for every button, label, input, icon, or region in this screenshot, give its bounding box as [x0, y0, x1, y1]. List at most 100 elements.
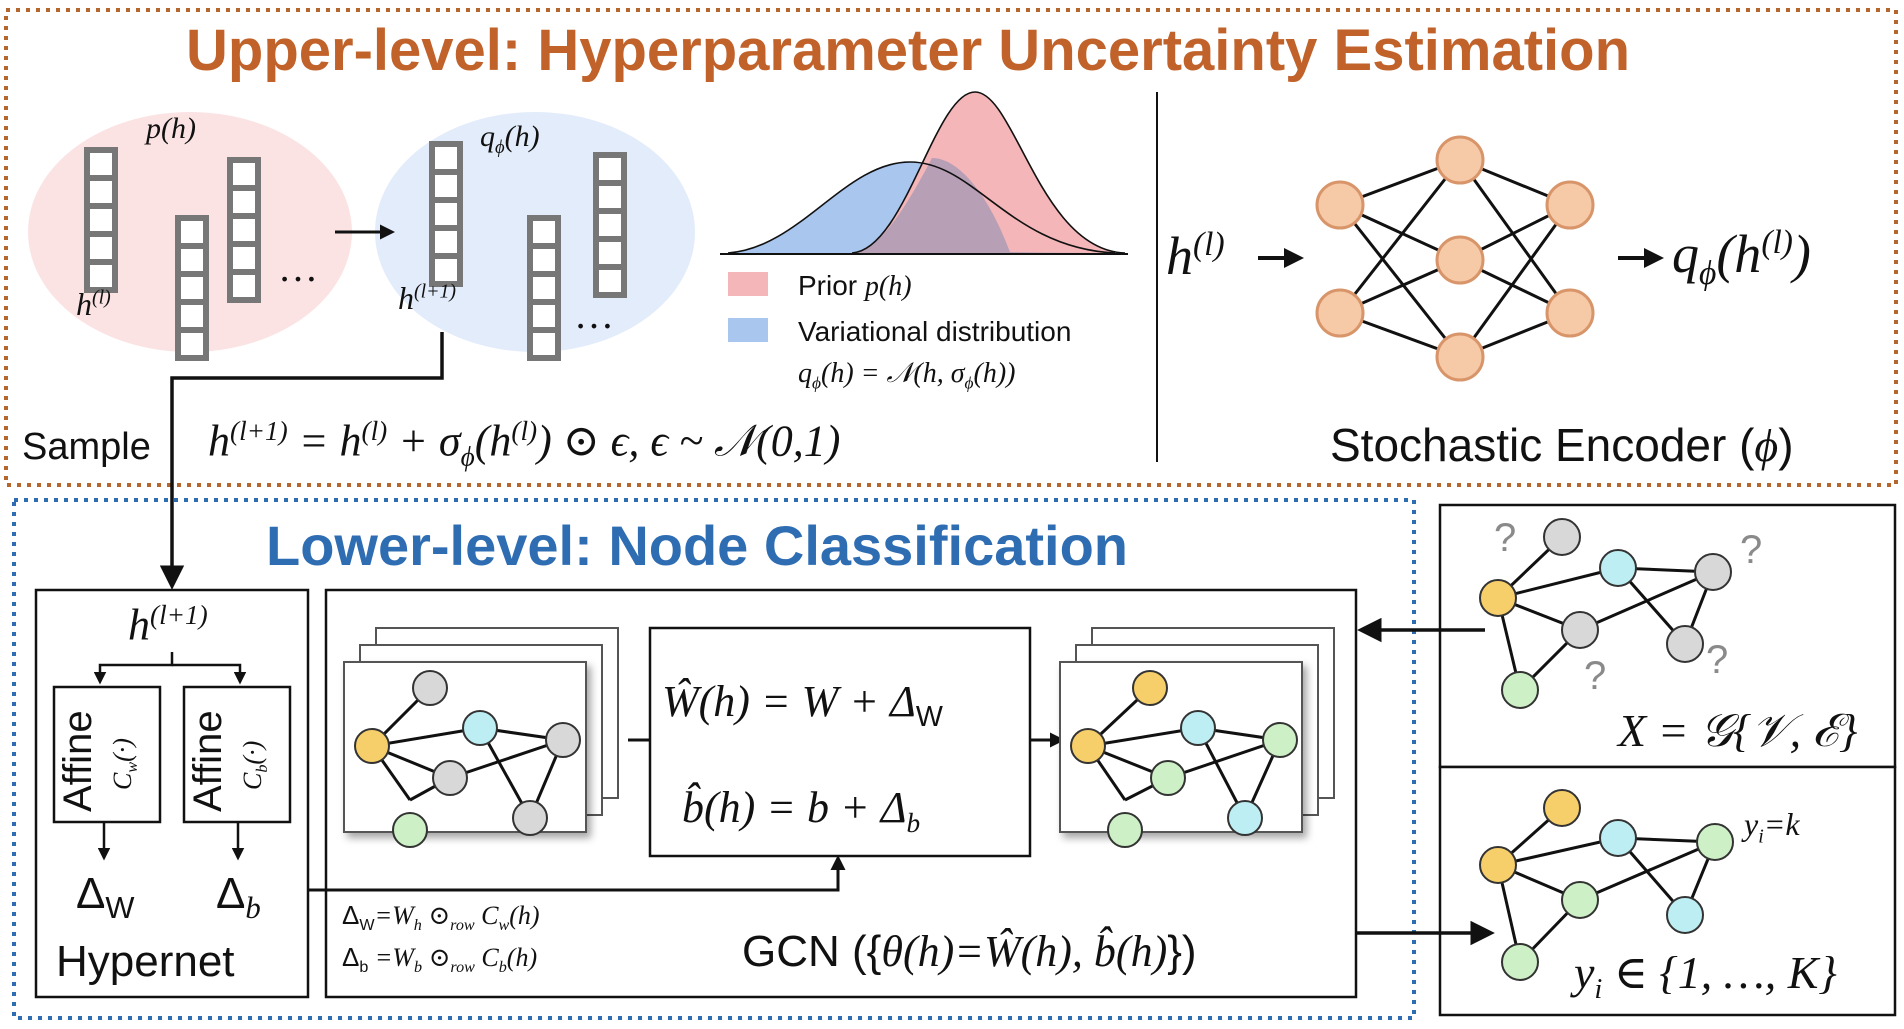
graph-node	[1262, 722, 1298, 758]
graph-node	[1561, 881, 1599, 919]
graph-node	[1132, 670, 1168, 706]
prior-label: p(h)	[146, 112, 196, 145]
graph-node	[462, 710, 498, 746]
prior-ellipsis: …	[278, 245, 318, 290]
prior-vectors	[84, 147, 261, 361]
graph-node	[1543, 789, 1581, 827]
hypernet-input-label: h(l+1)	[128, 600, 208, 650]
formula-b: b̂(h) = b + Δb	[682, 783, 921, 838]
h-l-label: h(l)	[76, 286, 111, 322]
hypernet-label: Hypernet	[56, 937, 235, 986]
affine-w-box	[52, 685, 162, 824]
neuron	[1545, 180, 1595, 230]
neuron	[1315, 288, 1365, 338]
upper-level-title: Upper-level: Hyperparameter Uncertainty …	[186, 18, 1630, 83]
distribution-plot	[720, 91, 1128, 342]
affine-w-label: Affine	[56, 710, 100, 812]
hypernet-split-line	[93, 652, 174, 685]
lower-level-border	[12, 498, 1416, 1020]
stochastic-encoder-label: Stochastic Encoder (ϕ)	[1330, 419, 1794, 471]
vector-prior-3	[175, 215, 209, 361]
delta-to-formula-arrow	[308, 855, 846, 892]
gcn-label: GCN ({θ(h)=Ŵ(h), b̂(h)})	[742, 927, 1197, 976]
graph-node	[1599, 819, 1637, 857]
affine-w-sub: Cw(·)	[108, 738, 142, 790]
legend-prior-swatch	[728, 272, 768, 296]
encoder-output-label: qϕ(h(l))	[1672, 224, 1811, 292]
question-mark: ?	[1706, 638, 1729, 682]
vector-var-2	[593, 152, 627, 298]
hypernet-split-line-b	[172, 663, 247, 685]
encoder-input-label: h(l)	[1166, 226, 1225, 286]
neuron	[1545, 288, 1595, 338]
delta-b-label: Δb	[216, 869, 261, 925]
neuron	[1435, 332, 1485, 382]
affine-b-sub: Cb(·)	[238, 740, 272, 790]
neuron	[1315, 180, 1365, 230]
graph-node	[1150, 760, 1186, 796]
graph-node	[1561, 611, 1599, 649]
output-node-label: yi=k	[1744, 806, 1800, 848]
neuron	[1435, 235, 1485, 285]
sample-formula: h(l+1) = h(l) + σϕ(h(l)) ⊙ ϵ, ϵ ~ 𝒩(0,1)	[208, 416, 841, 472]
question-mark: ?	[1584, 654, 1607, 698]
graph-node	[1501, 943, 1539, 981]
graph-node	[1696, 823, 1734, 861]
sample-arrow	[159, 332, 444, 590]
delta-w-definition: ΔW=Wh ⊙row Cw(h)	[342, 900, 540, 935]
sample-label: Sample	[22, 426, 151, 468]
delta-w-label: ΔW	[76, 869, 135, 925]
formula-box	[648, 626, 1032, 858]
question-mark: ?	[1740, 528, 1763, 572]
variational-ellipsis: …	[574, 292, 614, 337]
legend-variational-swatch	[728, 318, 768, 342]
graph-node	[392, 812, 428, 848]
vector-var-3	[527, 215, 561, 361]
legend-formula: qϕ(h) = 𝒩(h, σϕ(h))	[798, 358, 1016, 393]
graph-node	[1479, 846, 1517, 884]
upper-level-border	[4, 8, 1898, 487]
input-graph-stack	[343, 627, 619, 848]
vector-h-l	[84, 147, 118, 293]
encoder-neurons	[1315, 135, 1595, 382]
affine-b-box	[182, 685, 292, 824]
graph-node	[1694, 553, 1732, 591]
graph-node	[1666, 896, 1704, 934]
question-mark: ?	[1494, 516, 1517, 560]
graph-node	[354, 728, 390, 764]
graph-node	[412, 670, 448, 706]
graph-node	[545, 722, 581, 758]
labeled-graph	[1479, 789, 1734, 981]
graph-node	[1479, 579, 1517, 617]
graph-node	[1543, 518, 1581, 556]
formula-w: Ŵ(h) = W + ΔW	[662, 677, 943, 733]
legend-variational-text: Variational distribution	[798, 316, 1072, 347]
graph-node	[512, 800, 548, 836]
vector-h-l1	[429, 141, 463, 287]
graph-node	[1501, 671, 1539, 709]
variational-label: qϕ(h)	[480, 120, 540, 158]
graph-node	[1107, 812, 1143, 848]
variational-vectors	[429, 141, 627, 361]
graph-node	[1070, 728, 1106, 764]
h-l1-label: h(l+1)	[398, 280, 457, 316]
output-graph-label: yi ∈ {1, …, K}	[1574, 947, 1837, 1006]
overlap-region	[852, 158, 1115, 253]
graph-node	[1599, 549, 1637, 587]
unlabeled-graph	[1479, 518, 1732, 709]
vector-prior-2	[227, 157, 261, 303]
graph-node	[1666, 625, 1704, 663]
input-graph-label: X = 𝒢{𝒱, ℰ}	[1618, 705, 1858, 756]
graph-node	[1180, 710, 1216, 746]
affine-b-label: Affine	[186, 710, 230, 812]
neuron	[1435, 135, 1485, 185]
legend-prior-text: Prior p(h)	[798, 270, 912, 302]
graph-node	[1227, 800, 1263, 836]
delta-b-definition: Δb =Wb ⊙row Cb(h)	[342, 942, 538, 977]
lower-level-title: Lower-level: Node Classification	[266, 514, 1128, 577]
graph-node	[432, 760, 468, 796]
input-graph-panel	[1438, 503, 1897, 769]
output-graph-stack	[1059, 627, 1335, 848]
